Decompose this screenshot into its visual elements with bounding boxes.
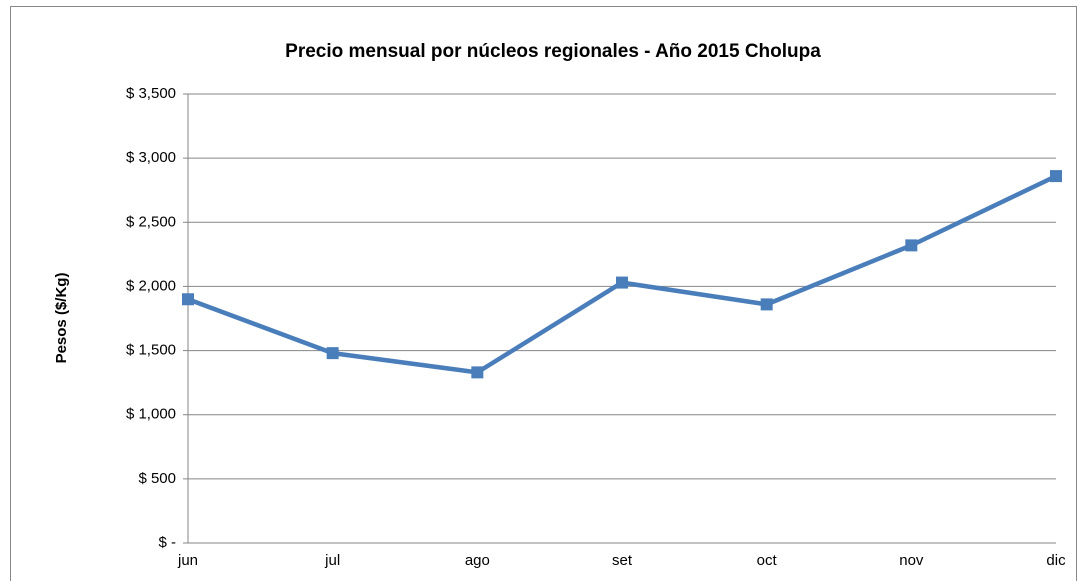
- x-tick-label: nov: [899, 552, 924, 569]
- y-tick-label: $ 3,500: [126, 85, 176, 102]
- y-tick-label: $ 500: [138, 470, 176, 487]
- data-marker: [182, 293, 194, 306]
- y-axis-label: Pesos ($/Kg): [53, 273, 70, 364]
- y-tick-label: $ -: [158, 534, 176, 551]
- y-tick-label: $ 3,000: [126, 149, 176, 166]
- y-tick-label: $ 1,000: [126, 406, 176, 423]
- x-tick-label: jul: [324, 552, 340, 569]
- data-marker: [760, 298, 773, 311]
- data-marker: [326, 347, 339, 360]
- x-tick-label: dic: [1046, 552, 1066, 569]
- data-marker: [1050, 170, 1062, 183]
- x-tick-label: jun: [177, 552, 198, 569]
- y-tick-label: $ 1,500: [126, 342, 176, 359]
- data-marker: [616, 276, 628, 289]
- x-tick-label: oct: [757, 552, 778, 569]
- y-tick-label: $ 2,500: [126, 213, 176, 230]
- data-marker: [905, 239, 918, 252]
- x-tick-label: set: [612, 552, 633, 569]
- y-tick-label: $ 2,000: [126, 277, 176, 294]
- chart-title: Precio mensual por núcleos regionales - …: [285, 41, 821, 62]
- data-marker: [471, 366, 484, 379]
- x-tick-label: ago: [465, 552, 490, 569]
